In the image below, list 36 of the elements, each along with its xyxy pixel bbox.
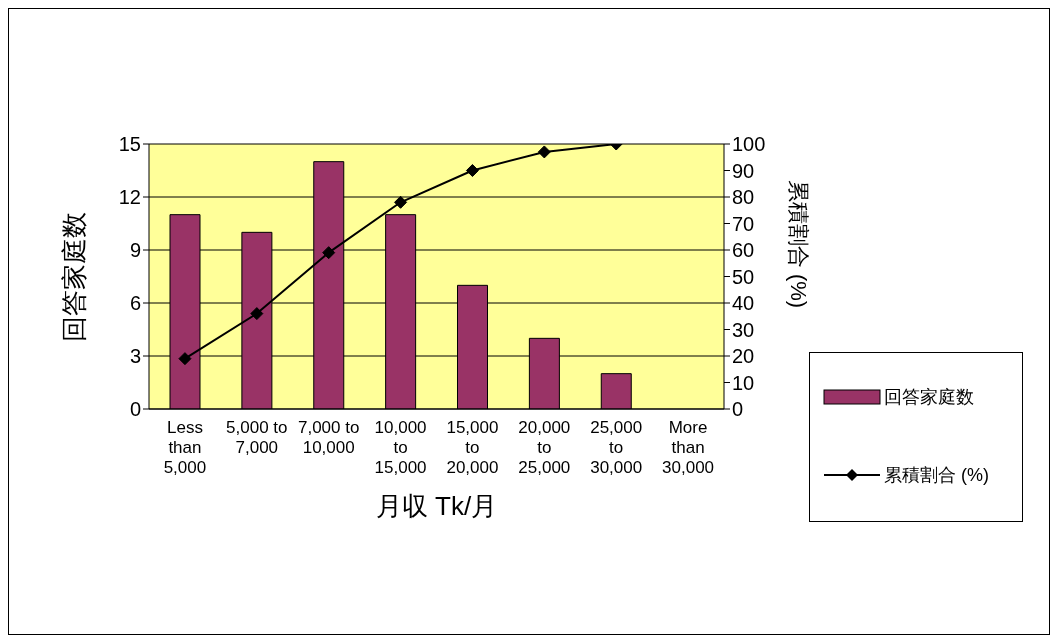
y2-tick-label: 60 [732,239,755,262]
point [250,307,264,321]
y-tick-label: 15 [118,133,141,156]
x-tick-label: 25,000 to 30,000 [590,418,643,478]
legend-label: 回答家庭数 [884,386,974,409]
y-tick-label: 9 [129,239,141,262]
point [394,195,408,209]
y2-axis-title: 累積割合 (%) [786,179,812,309]
y2-tick-label: 90 [732,159,755,182]
x-tick-label: 15,000 to 20,000 [446,418,499,478]
x-tick-label: 5,000 to 7,000 [226,418,288,458]
x-axis-title: 月収 Tk/月 [375,491,498,521]
y2-tick-label: 50 [732,265,755,288]
point [178,352,192,366]
y-axis-title: 回答家庭数 [59,211,90,342]
y-tick-label: 0 [129,398,141,421]
y-tick-label: 6 [129,292,141,315]
x-tick-label: 7,000 to 10,000 [297,418,360,458]
point [322,246,336,260]
x-tick-label: Less than 5,000 [163,418,207,478]
y2-tick-label: 100 [732,133,766,156]
x-tick-label: 20,000 to 25,000 [518,418,571,478]
point [537,145,551,159]
y2-tick-label: 10 [732,371,755,394]
y2-tick-label: 0 [732,398,744,421]
y2-tick-label: 20 [732,345,755,368]
y-tick-label: 3 [129,345,141,368]
x-tick-label: 10,000 to 15,000 [374,418,427,478]
y-tick-label: 12 [118,186,141,209]
x-tick-label: More than 30,000 [662,418,715,478]
legend-label: 累積割合 (%) [884,464,989,487]
y2-tick-label: 40 [732,292,755,315]
y2-tick-label: 30 [732,318,755,341]
y2-tick-label: 80 [732,186,755,209]
y2-tick-label: 70 [732,212,755,235]
point [465,164,479,177]
